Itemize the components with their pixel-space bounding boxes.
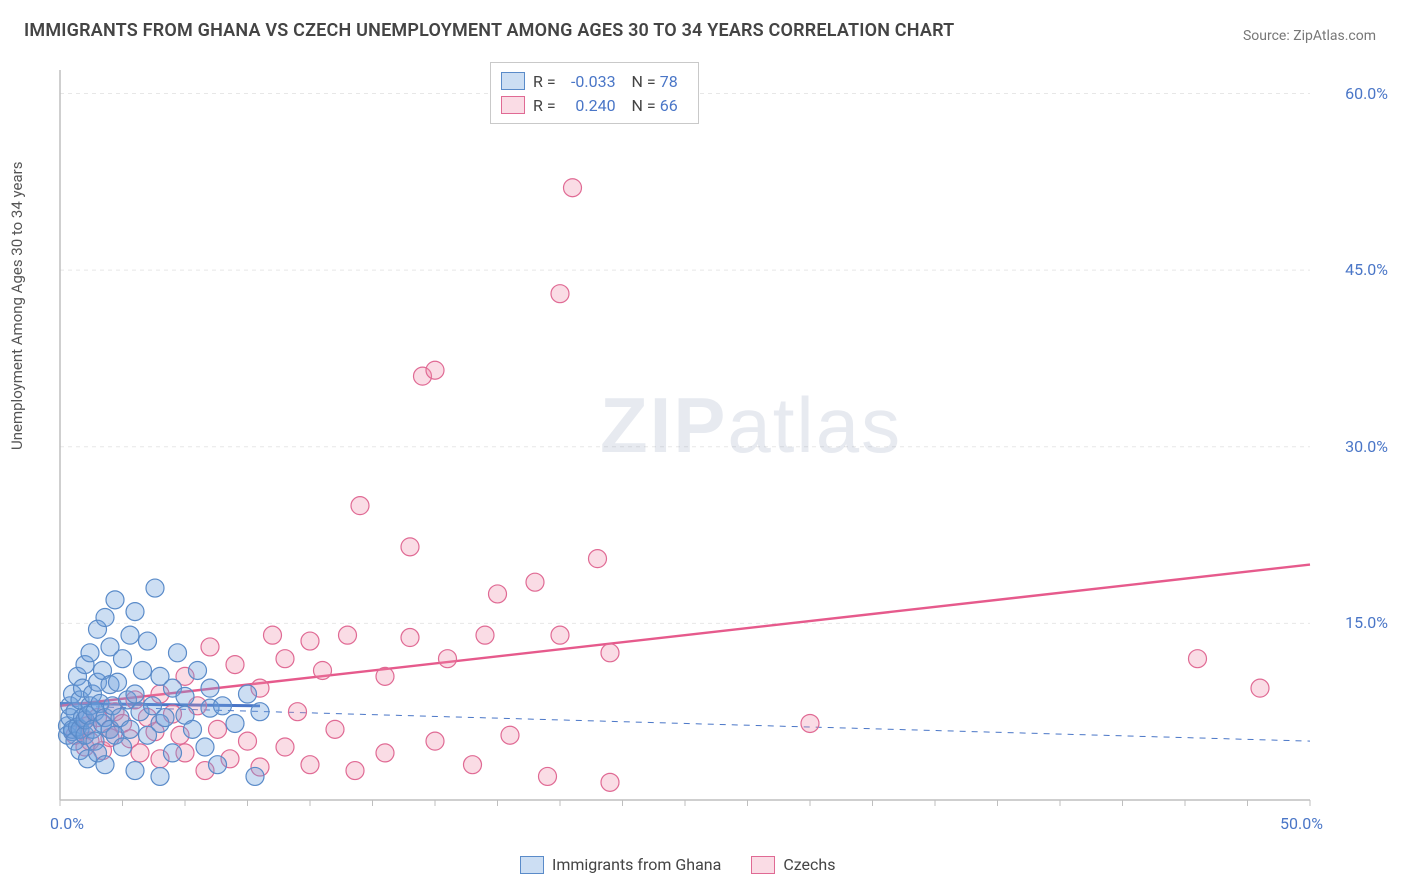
chart-title: IMMIGRANTS FROM GHANA VS CZECH UNEMPLOYM… xyxy=(24,20,954,41)
legend-R-value: 0.240 xyxy=(560,96,616,115)
source-attribution: Source: ZipAtlas.com xyxy=(1243,28,1376,44)
legend-N-prefix: N = xyxy=(632,96,656,115)
legend-swatch-icon xyxy=(501,72,525,90)
legend-series-item: Immigrants from Ghana xyxy=(520,855,721,874)
legend-N-value: 78 xyxy=(660,72,688,91)
legend-swatch-icon xyxy=(520,856,544,874)
y-tick-label: 60.0% xyxy=(1318,84,1388,103)
y-axis-label: Unemployment Among Ages 30 to 34 years xyxy=(8,162,26,450)
legend-stats-text: R = -0.033 N = 78 xyxy=(533,72,688,91)
source-label: Source: xyxy=(1243,28,1290,44)
legend-series-item: Czechs xyxy=(751,855,835,874)
y-tick-label: 45.0% xyxy=(1318,260,1388,279)
legend-N-prefix: N = xyxy=(632,72,656,91)
legend-swatch-icon xyxy=(751,856,775,874)
scatter-chart-svg xyxy=(50,60,1370,840)
legend-R-prefix: R = xyxy=(533,72,556,91)
source-value: ZipAtlas.com xyxy=(1293,28,1376,44)
legend-R-prefix: R = xyxy=(533,96,556,115)
legend-stats-row: R = -0.033 N = 78 xyxy=(501,69,688,93)
legend-N-value: 66 xyxy=(660,96,688,115)
chart-container: { "title": "IMMIGRANTS FROM GHANA VS CZE… xyxy=(0,0,1406,892)
legend-series-label: Czechs xyxy=(783,855,835,874)
legend-stats-row: R = 0.240 N = 66 xyxy=(501,93,688,117)
legend-series-label: Immigrants from Ghana xyxy=(552,855,721,874)
legend-stats: R = -0.033 N = 78 R = 0.240 N = 66 xyxy=(490,62,699,124)
plot-area xyxy=(50,60,1370,840)
x-tick-label: 0.0% xyxy=(50,814,84,833)
legend-stats-text: R = 0.240 N = 66 xyxy=(533,96,688,115)
y-tick-label: 15.0% xyxy=(1318,613,1388,632)
legend-swatch-icon xyxy=(501,96,525,114)
legend-series: Immigrants from Ghana Czechs xyxy=(520,855,835,874)
legend-R-value: -0.033 xyxy=(560,72,616,91)
y-tick-label: 30.0% xyxy=(1318,437,1388,456)
x-tick-label: 50.0% xyxy=(1280,814,1323,833)
